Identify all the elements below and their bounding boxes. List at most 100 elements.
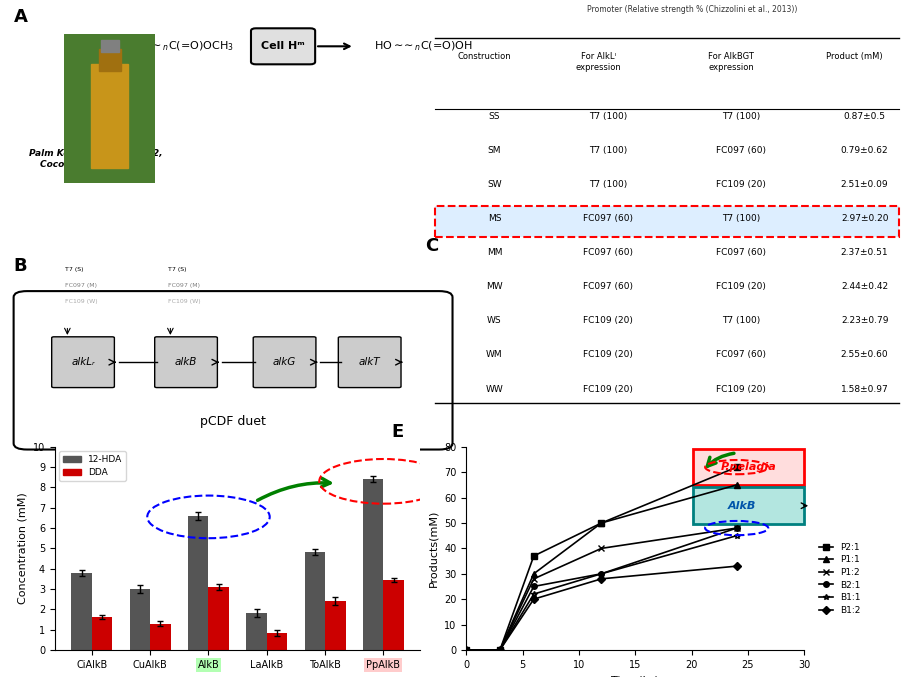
Text: $\mathsf{\sim\!\!\sim}_{n}$C(=O)OCH$_3$: $\mathsf{\sim\!\!\sim}_{n}$C(=O)OCH$_3$ (140, 39, 234, 53)
Line: B2:1: B2:1 (463, 525, 739, 653)
P2:1 (731, 463, 742, 471)
Text: Construction: Construction (458, 52, 512, 61)
P1:2 (596, 544, 607, 552)
B2:1 (596, 570, 607, 578)
Text: alkLᵣ: alkLᵣ (71, 357, 95, 367)
Text: E: E (392, 422, 404, 441)
Text: 2.23±0.79: 2.23±0.79 (841, 316, 888, 326)
Y-axis label: Concentration (mM): Concentration (mM) (17, 492, 27, 605)
Bar (150, 624, 171, 650)
Text: FC097 (60): FC097 (60) (717, 248, 766, 257)
FancyBboxPatch shape (154, 336, 218, 387)
Text: T7 (100): T7 (100) (589, 112, 627, 121)
Text: T7 (100): T7 (100) (722, 316, 760, 326)
Text: FC109 (20): FC109 (20) (717, 385, 766, 393)
P2:1 (596, 519, 607, 527)
Text: T7 (100): T7 (100) (589, 146, 627, 155)
Text: Promoter (Relative strength % (Chizzolini et al., 2013)): Promoter (Relative strength % (Chizzolin… (587, 5, 797, 14)
B1:1 (528, 590, 539, 598)
Text: For AlkBGT
expression: For AlkBGT expression (708, 52, 754, 72)
Text: 0.79±0.62: 0.79±0.62 (841, 146, 888, 155)
B1:2 (528, 595, 539, 603)
Text: 0.87±0.5: 0.87±0.5 (844, 112, 886, 121)
Text: MM: MM (487, 248, 502, 257)
B1:1 (494, 646, 505, 654)
P1:1 (461, 646, 472, 654)
B2:1 (731, 524, 742, 532)
Text: FC109 (W): FC109 (W) (168, 299, 201, 304)
Text: MS: MS (488, 214, 501, 223)
P2:1 (461, 646, 472, 654)
B2:1 (461, 646, 472, 654)
Line: P2:1: P2:1 (463, 464, 739, 653)
Bar (188, 516, 208, 650)
Line: P1:2: P1:2 (463, 525, 739, 653)
Text: P.pelagia: P.pelagia (720, 462, 776, 472)
Text: A: A (14, 7, 28, 26)
Bar (383, 580, 404, 650)
P1:2 (461, 646, 472, 654)
P1:1 (528, 570, 539, 578)
Text: T7 (100): T7 (100) (589, 180, 627, 189)
P2:1 (528, 552, 539, 560)
P1:2 (731, 524, 742, 532)
Text: WM: WM (486, 351, 503, 359)
Line: P1:1: P1:1 (463, 482, 739, 653)
Text: pCDF duet: pCDF duet (200, 414, 266, 428)
Text: alkT: alkT (359, 357, 380, 367)
Text: WS: WS (487, 316, 502, 326)
Bar (267, 632, 287, 650)
Text: T7 (S): T7 (S) (65, 267, 83, 271)
P2:1 (494, 646, 505, 654)
Text: FC109 (20): FC109 (20) (717, 180, 766, 189)
Text: FC097 (60): FC097 (60) (717, 146, 766, 155)
Text: 2.55±0.60: 2.55±0.60 (841, 351, 888, 359)
Text: alkB: alkB (175, 357, 197, 367)
Text: FC109 (W): FC109 (W) (65, 299, 98, 304)
P1:2 (528, 575, 539, 583)
Text: For AlkLᴵ
expression: For AlkLᴵ expression (575, 52, 621, 72)
Text: FC097 (M): FC097 (M) (168, 283, 200, 288)
Text: C: C (425, 237, 439, 255)
Text: SW: SW (487, 180, 502, 189)
B1:2 (596, 575, 607, 583)
FancyBboxPatch shape (14, 291, 452, 450)
FancyBboxPatch shape (693, 487, 804, 524)
B1:2 (494, 646, 505, 654)
Bar (363, 479, 383, 650)
Bar (325, 601, 345, 650)
FancyBboxPatch shape (693, 449, 804, 485)
Text: alkG: alkG (273, 357, 296, 367)
P1:1 (596, 519, 607, 527)
Text: HO$\sim\!\!\sim_{n}$C(=O)OH: HO$\sim\!\!\sim_{n}$C(=O)OH (375, 39, 473, 53)
Text: Palm Kernel oil (50 % C12,
Coconut oil (47% C12): Palm Kernel oil (50 % C12, Coconut oil (… (28, 149, 163, 169)
Text: B: B (14, 257, 27, 275)
P1:1 (494, 646, 505, 654)
Y-axis label: Products(mM): Products(mM) (429, 510, 439, 587)
B2:1 (528, 582, 539, 590)
FancyBboxPatch shape (253, 336, 316, 387)
Text: T7 (100): T7 (100) (722, 214, 760, 223)
FancyBboxPatch shape (338, 336, 401, 387)
Text: Product (mM): Product (mM) (826, 52, 883, 61)
Text: WW: WW (485, 385, 504, 393)
Text: FC097 (60): FC097 (60) (583, 214, 633, 223)
Bar (208, 587, 228, 650)
Text: 1.58±0.97: 1.58±0.97 (841, 385, 888, 393)
Text: Cell Hᵐ: Cell Hᵐ (261, 41, 305, 51)
Text: AlkB: AlkB (728, 501, 756, 510)
Text: 2.97±0.20: 2.97±0.20 (841, 214, 888, 223)
Line: B1:1: B1:1 (463, 533, 739, 653)
Text: MW: MW (486, 282, 503, 291)
Legend: 12-HDA, DDA: 12-HDA, DDA (59, 452, 126, 481)
Text: FC097 (60): FC097 (60) (583, 248, 633, 257)
Bar (130, 589, 150, 650)
Bar (247, 613, 267, 650)
Bar (91, 64, 128, 168)
Text: 2.44±0.42: 2.44±0.42 (841, 282, 888, 291)
B1:1 (596, 570, 607, 578)
FancyBboxPatch shape (251, 28, 315, 64)
FancyBboxPatch shape (435, 206, 899, 238)
Bar (99, 49, 121, 71)
Text: SS: SS (489, 112, 500, 121)
